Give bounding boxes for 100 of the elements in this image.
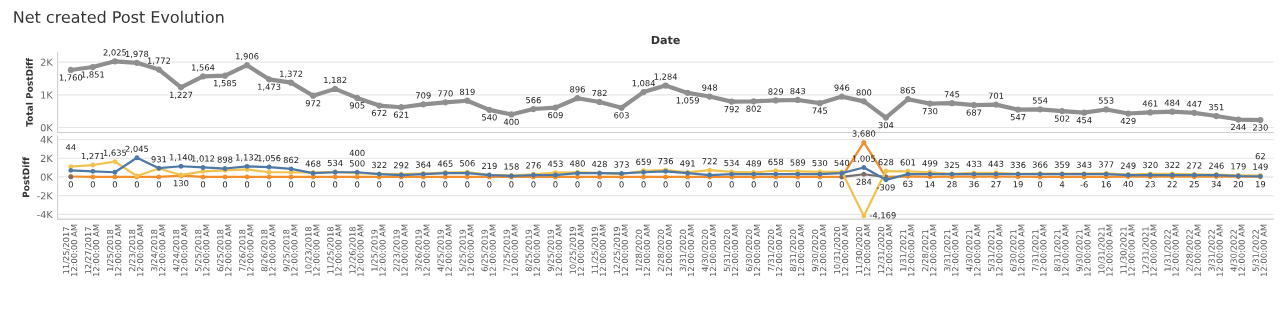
data-label: 687 — [966, 109, 982, 116]
x-tick-label: 11/25/2018 12:00:00 AM — [327, 224, 342, 276]
x-tick-label: 9/25/2018 12:00:00 AM — [283, 224, 298, 276]
data-label: 484 — [1164, 99, 1180, 106]
data-label: 554 — [1032, 97, 1048, 104]
data-label: 621 — [393, 111, 409, 118]
data-label: 325 — [944, 161, 960, 169]
data-label: 0 — [68, 181, 73, 188]
data-label: -4,169 — [869, 212, 896, 220]
y-tick-label: 0K — [40, 173, 53, 181]
data-label: 1,132 — [236, 154, 259, 162]
data-label: 905 — [349, 102, 365, 109]
x-tick-label: 11/30/2021 12:00:00 AM — [1120, 224, 1135, 276]
data-label: 0 — [1037, 181, 1043, 188]
x-tick-label: 7/31/2021 12:00:00 AM — [1032, 224, 1047, 276]
data-label: 819 — [459, 88, 475, 95]
data-label: 589 — [790, 159, 806, 166]
data-label: 722 — [702, 158, 717, 165]
data-label: 0 — [817, 181, 822, 188]
data-label: 1,585 — [214, 80, 237, 88]
x-tick-label: 2/23/2019 12:00:00 AM — [393, 224, 408, 276]
x-tick-label: 6/30/2020 12:00:00 AM — [745, 224, 761, 276]
data-label: 1,760 — [59, 74, 83, 82]
data-label: 770 — [438, 90, 453, 97]
x-tick-label: 3/31/2020 12:00:00 AM — [679, 224, 695, 276]
data-label: 0 — [795, 181, 800, 188]
data-label: 0 — [399, 181, 404, 188]
data-label: 1,564 — [191, 64, 215, 72]
x-tick-label: 4/30/2020 12:00:00 AM — [701, 224, 717, 276]
x-tick-label: 1/31/2022 12:00:00 AM — [1164, 224, 1179, 276]
data-label: 506 — [460, 160, 475, 167]
x-tick-label: 10/25/2019 12:00:00 AM — [569, 224, 584, 276]
data-label: 0 — [553, 181, 558, 188]
data-label: 0 — [333, 181, 338, 188]
data-label: 19 — [1256, 181, 1266, 188]
data-label: 948 — [702, 84, 718, 91]
data-label: 292 — [393, 162, 409, 169]
data-label: 491 — [680, 160, 695, 167]
y-axis-title: Total PostDiff — [25, 57, 33, 127]
data-label: 36 — [969, 180, 979, 188]
data-label: 373 — [614, 161, 629, 168]
data-label: 336 — [1010, 161, 1026, 168]
data-label: 0 — [619, 181, 624, 188]
data-label: 0 — [663, 181, 668, 188]
data-label: 0 — [839, 181, 844, 188]
data-label: 3,680 — [852, 130, 876, 138]
data-label: 500 — [349, 160, 365, 167]
x-tick-label: 10/31/2021 12:00:00 AM — [1098, 224, 1113, 276]
y-tick-label: -4K — [37, 211, 53, 219]
x-tick-label: 6/25/2018 12:00:00 AM — [217, 224, 232, 276]
data-label: 499 — [922, 160, 938, 167]
data-label: 802 — [746, 105, 761, 112]
data-label: 272 — [1186, 162, 1202, 169]
data-label: 130 — [173, 180, 189, 187]
data-label: 249 — [1120, 162, 1136, 169]
data-label: 0 — [266, 181, 272, 188]
x-tick-label: 7/31/2020 12:00:00 AM — [767, 224, 783, 276]
data-label: 219 — [482, 162, 497, 170]
data-label: 489 — [746, 160, 762, 167]
x-tick-label: 9/30/2021 12:00:00 AM — [1076, 224, 1091, 276]
x-tick-label: 5/31/2022 12:00:00 AM — [1252, 224, 1267, 276]
data-label: 343 — [1076, 161, 1092, 168]
data-label: 792 — [724, 105, 739, 113]
x-tick-label: 11/25/2017 12:00:00 AM — [62, 224, 78, 276]
data-label: 800 — [856, 89, 872, 96]
data-label: 2,025 — [103, 49, 127, 57]
data-label: 701 — [988, 92, 1004, 99]
data-label: 468 — [305, 160, 321, 167]
x-tick-label: 3/26/2019 12:00:00 AM — [415, 224, 430, 276]
data-label: 1,284 — [654, 73, 678, 81]
data-label: 158 — [504, 163, 519, 170]
data-label: 400 — [349, 149, 365, 157]
data-label: 0 — [773, 181, 778, 188]
x-tick-label: 2/23/2018 12:00:00 AM — [128, 224, 144, 276]
data-label: 4 — [1059, 181, 1065, 188]
x-tick-label: 11/25/2019 12:00:00 AM — [591, 224, 606, 276]
data-label: 320 — [1142, 161, 1158, 169]
data-label: 1,084 — [632, 80, 656, 88]
data-label: 1,182 — [324, 76, 347, 84]
data-label: 745 — [812, 107, 828, 114]
x-tick-label: 8/31/2021 12:00:00 AM — [1054, 224, 1069, 276]
data-label: 1,372 — [280, 70, 303, 78]
y-tick-label: 2K — [40, 154, 53, 162]
data-label: 1,978 — [125, 50, 149, 58]
y-tick-label: 4K — [40, 136, 53, 144]
data-label: 0 — [751, 181, 756, 188]
data-label: 63 — [903, 180, 913, 187]
data-label: 149 — [1253, 163, 1268, 170]
data-label: 0 — [707, 181, 712, 188]
data-label: 0 — [729, 181, 734, 188]
data-label: 304 — [878, 121, 894, 129]
data-label: 534 — [327, 159, 343, 167]
data-label: 22 — [1167, 181, 1177, 188]
data-label: 0 — [90, 181, 95, 188]
data-label: 1,056 — [258, 154, 281, 163]
x-tick-label: 7/25/2019 12:00:00 AM — [503, 224, 518, 276]
data-label: 276 — [526, 162, 541, 169]
data-label: 829 — [768, 88, 784, 95]
data-label: 0 — [200, 181, 206, 188]
data-label: 433 — [966, 160, 982, 168]
